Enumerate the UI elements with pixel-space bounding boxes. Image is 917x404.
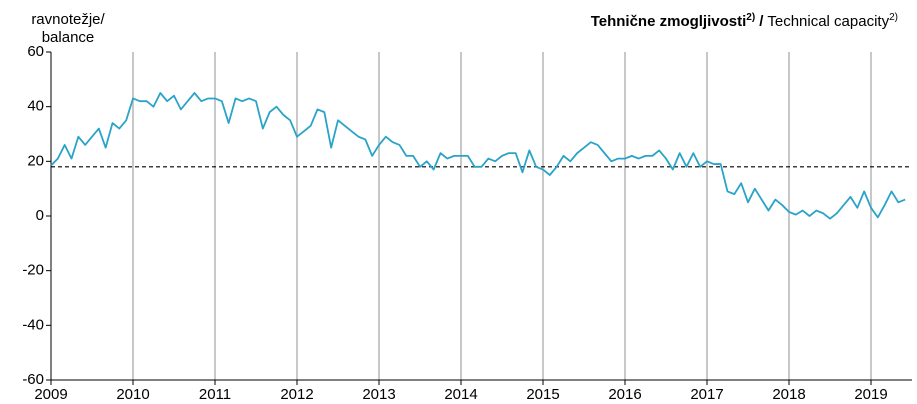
title-en: Technical capacity xyxy=(767,13,889,30)
chart-title: Tehnične zmogljivosti2) / Technical capaci… xyxy=(591,12,898,30)
title-note: 2) xyxy=(889,12,898,23)
x-tick-label: 2012 xyxy=(280,386,313,403)
y-tick-label: 60 xyxy=(27,43,44,60)
x-tick-label: 2010 xyxy=(116,386,149,403)
x-tick-label: 2009 xyxy=(34,386,67,403)
y-tick-label: 20 xyxy=(27,152,44,169)
x-tick-label: 2016 xyxy=(608,386,641,403)
y-tick-label: -20 xyxy=(22,262,44,279)
y-tick-label: -60 xyxy=(22,371,44,388)
x-tick-label: 2013 xyxy=(362,386,395,403)
x-tick-label: 2014 xyxy=(444,386,477,403)
y-tick-label: -40 xyxy=(22,316,44,333)
y-axis-label: balance xyxy=(42,29,95,46)
title-note: 2) xyxy=(746,12,755,23)
y-tick-label: 40 xyxy=(27,98,44,115)
y-axis-label: ravnotežje/ xyxy=(31,11,105,28)
y-tick-label: 0 xyxy=(36,207,44,224)
x-tick-label: 2015 xyxy=(526,386,559,403)
x-tick-label: 2018 xyxy=(772,386,805,403)
title-sep: / xyxy=(759,13,764,30)
data-line xyxy=(50,92,906,220)
x-tick-label: 2011 xyxy=(199,386,231,403)
x-tick-label: 2017 xyxy=(690,386,723,403)
x-tick-label: 2019 xyxy=(854,386,887,403)
title-si: Tehnične zmogljivosti xyxy=(591,13,747,30)
